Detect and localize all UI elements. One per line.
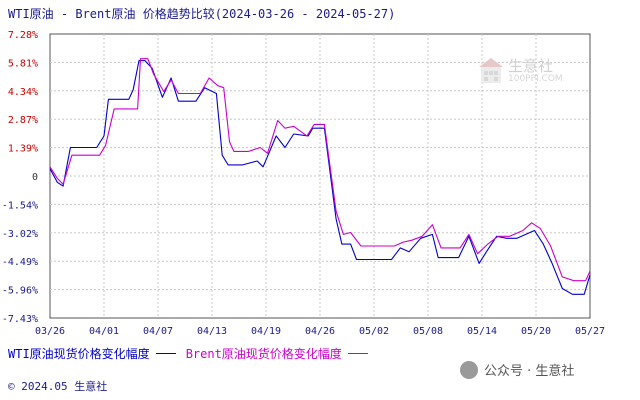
y-tick-label: 4.34%: [8, 87, 38, 98]
x-tick-label: 04/26: [305, 326, 335, 337]
legend: WTI原油现货价格变化幅度 Brent原油现货价格变化幅度: [8, 345, 378, 362]
y-tick-label: -1.54%: [2, 200, 38, 211]
y-tick-label: -7.43%: [2, 314, 38, 325]
x-tick-label: 04/01: [89, 326, 119, 337]
x-tick-label: 03/26: [35, 326, 65, 337]
legend-label: Brent原油现货价格变化幅度: [185, 347, 342, 361]
x-tick-label: 04/19: [251, 326, 281, 337]
y-tick-label: 2.87%: [8, 115, 38, 126]
x-tick-label: 05/08: [413, 326, 443, 337]
watermark: 生意社 100PPI.COM: [478, 55, 578, 89]
x-tick-label: 05/02: [359, 326, 389, 337]
x-tick-label: 05/20: [521, 326, 551, 337]
y-tick-label: -3.02%: [2, 229, 38, 240]
y-tick-label: 5.81%: [8, 58, 38, 69]
legend-swatch: [347, 353, 368, 354]
chart-title: WTI原油 - Brent原油 价格趋势比较(2024-03-26 - 2024…: [8, 7, 396, 21]
legend-swatch: [155, 353, 176, 354]
x-tick-label: 05/27: [575, 326, 605, 337]
legend-label: WTI原油现货价格变化幅度: [8, 347, 150, 361]
series-line-1: [49, 58, 591, 282]
footer-copyright: © 2024.05 生意社: [8, 380, 108, 393]
y-tick-label: -5.96%: [2, 286, 38, 297]
series-line-0: [49, 60, 591, 295]
x-tick-label: 05/14: [467, 326, 497, 337]
y-tick-label: 7.28%: [8, 30, 38, 41]
x-tick-label: 04/07: [143, 326, 173, 337]
wechat-icon: [460, 360, 478, 379]
watermark-logo-icon: [479, 58, 503, 83]
legend-item: WTI原油现货价格变化幅度: [8, 345, 176, 362]
x-tick-label: 04/13: [197, 326, 227, 337]
wechat-label: 公众号 · 生意社: [484, 364, 575, 379]
watermark-brand: 生意社: [508, 57, 554, 75]
watermark-url: 100PPI.COM: [508, 74, 563, 84]
y-tick-label: 0: [32, 172, 38, 183]
legend-item: Brent原油现货价格变化幅度: [186, 345, 368, 362]
wechat-account: 公众号 · 生意社: [460, 360, 574, 379]
y-tick-label: -4.49%: [2, 257, 38, 268]
y-tick-label: 1.39%: [8, 144, 38, 155]
